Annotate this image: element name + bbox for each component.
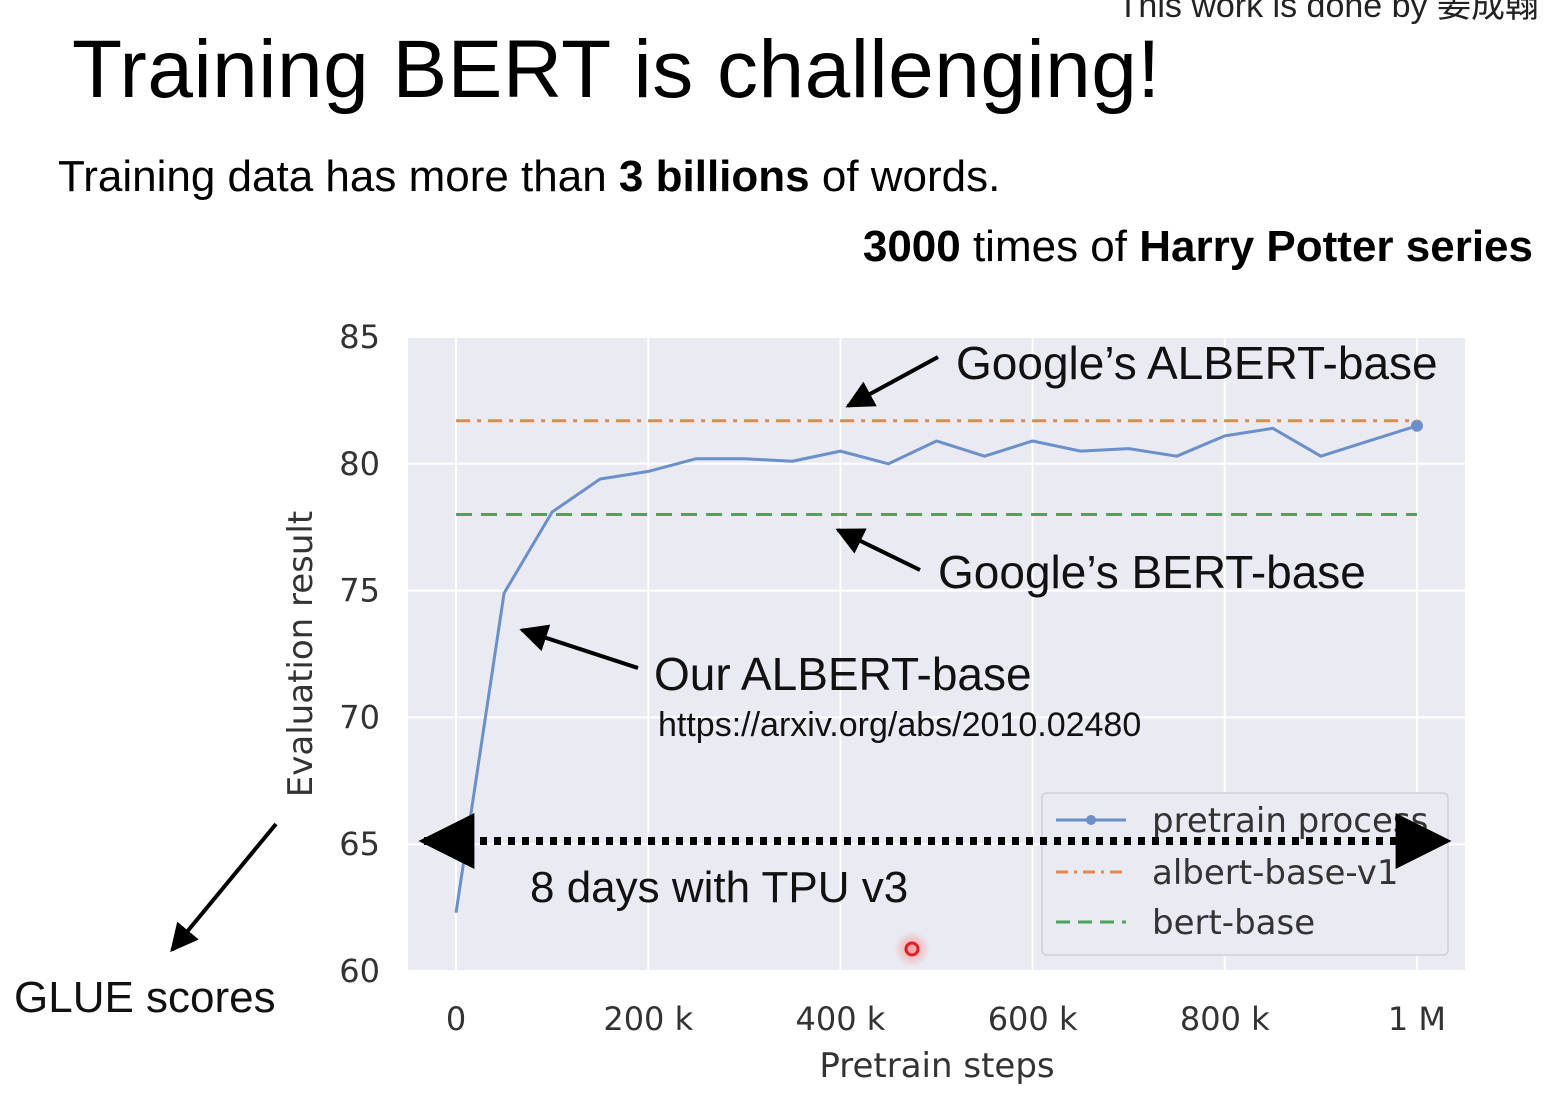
slide-title: Training BERT is challenging!: [72, 24, 1161, 115]
y-tick-label: 65: [339, 825, 380, 863]
subtitle-highlight: 3 billions: [618, 152, 810, 201]
subtitle-text-start: Training data has more than: [58, 152, 619, 201]
bert-google-label: Google’s BERT-base: [938, 546, 1366, 598]
series-line-pretrain-process: [454, 424, 1418, 913]
subtitle-text-end: of words.: [809, 152, 1001, 201]
legend-pretrain-marker: [1086, 815, 1096, 825]
y-tick-label: 80: [339, 445, 380, 483]
albert-ours-arrow: [519, 624, 639, 670]
legend-bert-label: bert-base: [1152, 903, 1315, 943]
legend-albert-label: albert-base-v1: [1152, 853, 1399, 893]
x-axis-label: Pretrain steps: [819, 1046, 1054, 1086]
duration-label: 8 days with TPU v3: [530, 863, 908, 912]
comparison-number: 3000: [862, 222, 961, 271]
bert-google-arrow: [835, 528, 921, 572]
comparison-line: 3000 times of Harry Potter series: [863, 222, 1533, 272]
cursor-glow: [894, 931, 930, 967]
series-layer: [454, 419, 1423, 913]
legend-pretrain-label: pretrain process: [1152, 801, 1428, 841]
y-tick-label: 60: [339, 952, 380, 990]
glue-label: GLUE scores: [14, 973, 276, 1022]
x-tick-label: 200 k: [603, 1000, 693, 1038]
comparison-text: times of: [960, 222, 1140, 271]
albert-ours-label: Our ALBERT-base: [654, 648, 1032, 700]
x-tick-label: 1 M: [1388, 1000, 1446, 1038]
paper-url: https://arxiv.org/abs/2010.02480: [658, 706, 1141, 744]
albert-google-label: Google’s ALBERT-base: [956, 337, 1438, 389]
legend: pretrain process albert-base-v1 bert-bas…: [1041, 792, 1449, 956]
series-endpoint-marker: [1410, 419, 1423, 432]
y-tick-label: 85: [339, 318, 380, 356]
glue-arrow: [170, 822, 278, 953]
x-tick-label: 800 k: [1180, 1000, 1270, 1038]
x-tick-label: 600 k: [988, 1000, 1078, 1038]
tick-layer: 0 200 k 400 k 600 k 800 k 1 M 60 65 70 75 80 85: [339, 318, 1446, 1038]
comparison-book: Harry Potter series: [1139, 222, 1533, 271]
author-credit: This work is done by 姜成翰: [1117, 0, 1539, 25]
cursor-dot: [904, 941, 920, 957]
x-tick-label: 400 k: [796, 1000, 886, 1038]
y-axis-label: Evaluation result: [281, 511, 321, 797]
albert-google-arrow: [845, 355, 939, 408]
x-tick-label: 0: [446, 1000, 466, 1038]
subtitle-line: Training data has more than 3 billions o…: [58, 152, 1000, 202]
y-tick-label: 75: [339, 572, 380, 610]
y-tick-label: 70: [339, 698, 380, 736]
